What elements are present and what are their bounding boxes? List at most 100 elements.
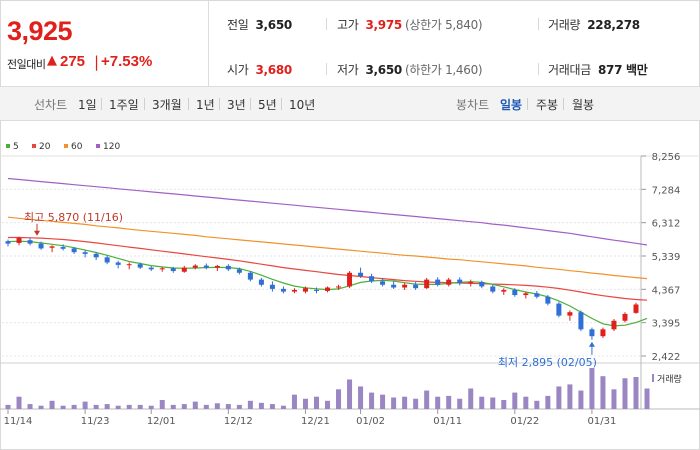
chart-toolbar: 선차트 1일 1주일 3개월 1년 3년 5년 10년 봉차트 일봉 주봉 월봉 — [0, 87, 700, 121]
volume-bar — [523, 396, 529, 409]
range-3m[interactable]: 3개월 — [152, 98, 182, 112]
legend-swatch-ma20 — [32, 144, 36, 148]
candle-body — [622, 313, 628, 321]
prev-close-label: 전일 — [227, 18, 249, 32]
volume-bar — [435, 396, 441, 409]
candle-body — [49, 246, 55, 248]
candle-chart-label[interactable]: 봉차트 — [456, 98, 490, 112]
candle-body — [325, 287, 331, 291]
open-value: 3,680 — [255, 63, 292, 77]
volume-bar — [501, 399, 507, 409]
candle-body — [534, 293, 540, 297]
candle-body — [192, 265, 198, 268]
y-axis: 8,256 7,284 6,312 5,339 4,367 3,395 2,422 — [640, 152, 681, 409]
volume-bar — [269, 404, 275, 409]
x-tick-label: 11/23 — [81, 416, 110, 427]
x-tick-label: 11/14 — [4, 416, 33, 427]
high-price: 고가 3,975 (상한가 5,840) — [337, 16, 483, 33]
volume-value: 228,278 — [587, 18, 640, 32]
volume-bar — [302, 398, 308, 409]
volume-bar — [93, 404, 99, 409]
legend-label-ma60: 60 — [71, 142, 83, 152]
volume-bar — [622, 378, 628, 409]
volume-bar — [247, 400, 253, 409]
candle-body — [479, 282, 485, 287]
candle-body — [38, 243, 44, 249]
volume-bar — [567, 384, 573, 409]
divider — [281, 98, 282, 110]
y-tick-label: 6,312 — [652, 219, 681, 230]
divider — [144, 98, 145, 110]
volume-bar — [203, 404, 209, 409]
legend-label-ma5: 5 — [13, 142, 19, 152]
volume-bar — [589, 368, 595, 409]
candle-body — [269, 284, 275, 289]
change-label: 전일대비 — [7, 58, 46, 71]
range-5y[interactable]: 5년 — [258, 98, 277, 112]
range-1y[interactable]: 1년 — [196, 98, 215, 112]
ma-legend: 5 20 60 120 — [6, 142, 120, 152]
candle-body — [71, 248, 77, 253]
range-1d[interactable]: 1일 — [78, 98, 97, 112]
candle-body — [60, 247, 66, 249]
prev-close: 전일 3,650 — [227, 16, 292, 33]
candle-body — [93, 253, 99, 258]
volume-bar — [380, 394, 386, 409]
candle-body — [291, 289, 297, 292]
volume-bar — [534, 400, 540, 409]
divider — [326, 18, 327, 30]
volume-bar — [611, 389, 617, 409]
high-label: 고가 — [337, 18, 359, 32]
candle-body — [512, 289, 518, 296]
candle-body — [446, 279, 452, 285]
volume-bar — [126, 404, 132, 409]
volume-bar — [192, 401, 198, 409]
candle-body — [358, 272, 364, 277]
y-tick-label: 7,284 — [652, 185, 681, 196]
period-weekly[interactable]: 주봉 — [536, 98, 559, 112]
range-10y[interactable]: 10년 — [289, 98, 316, 112]
high-annotation-arrowhead — [34, 230, 41, 236]
period-daily[interactable]: 일봉 — [500, 98, 523, 112]
ma-line-ma20 — [8, 236, 648, 301]
candle-body — [148, 267, 154, 270]
candle-body — [468, 282, 474, 284]
volume: 거래량 228,278 — [548, 16, 640, 33]
candle-body — [104, 257, 110, 263]
candle-body — [336, 286, 342, 288]
volume-bar — [325, 400, 331, 409]
x-tick-label: 12/21 — [301, 416, 330, 427]
candle-body — [490, 286, 496, 292]
period-monthly[interactable]: 월봉 — [572, 98, 595, 112]
line-chart-label[interactable]: 선차트 — [34, 98, 68, 112]
volume-bar — [336, 389, 342, 409]
volume-bar — [313, 396, 319, 409]
volume-bar — [214, 403, 220, 409]
volume-bar — [49, 400, 55, 409]
candle-body — [633, 304, 639, 313]
candle-body — [225, 265, 231, 270]
volume-bar — [159, 399, 165, 409]
volume-bar — [27, 404, 33, 409]
range-1w[interactable]: 1주일 — [109, 98, 139, 112]
volume-bar — [391, 397, 397, 409]
candle-body — [313, 289, 319, 291]
candle-body — [380, 281, 386, 285]
range-3y[interactable]: 3년 — [227, 98, 246, 112]
trade-value: 거래대금 877 백만 — [548, 61, 648, 78]
low-value: 3,650 — [365, 63, 402, 77]
trade-value-value: 877 백만 — [597, 63, 648, 77]
candle-body — [567, 312, 573, 316]
candle-body — [545, 296, 551, 304]
divider — [188, 98, 189, 110]
divider — [326, 63, 327, 75]
candle-body — [435, 279, 441, 285]
candle-body — [413, 284, 419, 289]
volume-bar — [468, 388, 474, 409]
candle-body — [258, 279, 264, 285]
candle-body — [589, 329, 595, 337]
y-tick-label: 8,256 — [652, 152, 681, 163]
volume-bar — [490, 397, 496, 409]
volume-bar — [236, 404, 242, 409]
volume-bar — [115, 405, 121, 409]
